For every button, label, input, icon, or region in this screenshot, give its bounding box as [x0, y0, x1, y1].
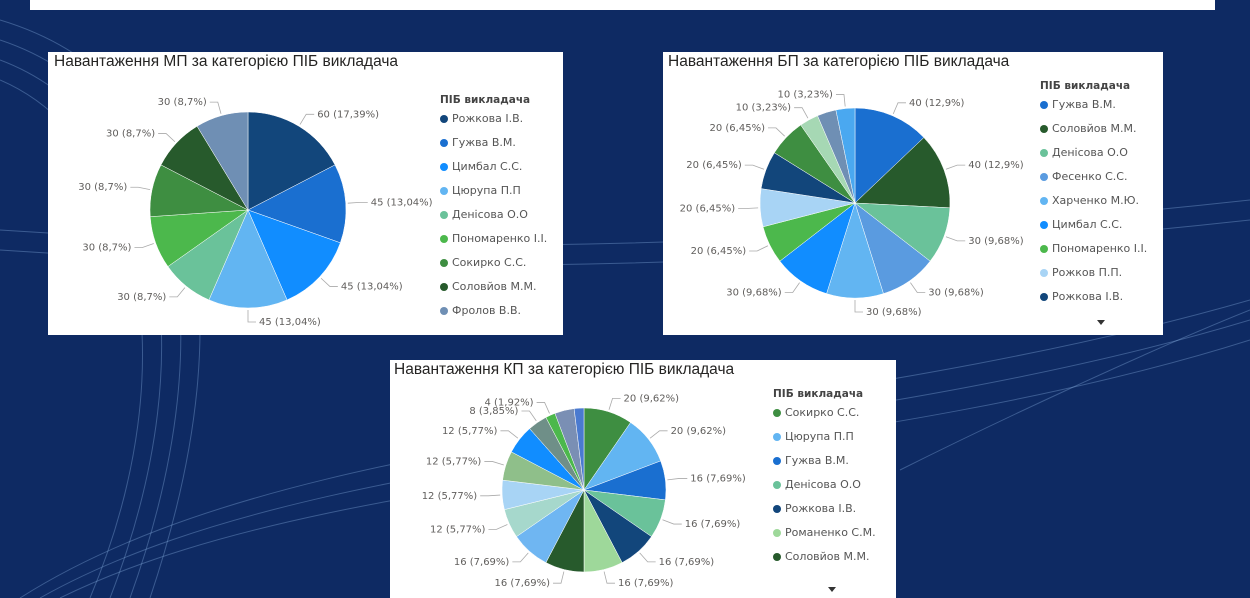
- legend-item[interactable]: Соловйов М.М.: [785, 550, 870, 563]
- legend-item[interactable]: Соловйов М.М.: [1052, 122, 1137, 135]
- legend-item[interactable]: Харченко М.Ю.: [1052, 194, 1139, 207]
- dashboard: Навантаження МП за категорією ПІБ виклад…: [0, 0, 1250, 598]
- legend-item[interactable]: Фролов В.В.: [452, 304, 521, 317]
- legend-marker[interactable]: [440, 307, 448, 315]
- legend-marker[interactable]: [1040, 125, 1048, 133]
- legend-item[interactable]: Цюрупа П.П: [452, 184, 521, 197]
- legend-item[interactable]: Рожкова І.В.: [1052, 290, 1123, 303]
- data-label: 60 (17,39%): [317, 109, 379, 120]
- data-label: 16 (7,69%): [685, 519, 741, 530]
- legend-marker[interactable]: [440, 283, 448, 291]
- data-label: 16 (7,69%): [495, 578, 551, 589]
- data-label: 16 (7,69%): [618, 578, 674, 589]
- legend-marker[interactable]: [773, 433, 781, 441]
- data-label: 10 (3,23%): [736, 103, 792, 114]
- data-label: 40 (12,9%): [968, 160, 1024, 171]
- legend-item[interactable]: Цюрупа П.П: [785, 430, 854, 443]
- legend-item[interactable]: Денісова О.О: [1052, 146, 1128, 159]
- data-label: 45 (13,04%): [371, 197, 433, 208]
- data-label: 20 (6,45%): [680, 204, 736, 215]
- legend-marker[interactable]: [1040, 197, 1048, 205]
- chart-title: Навантаження КП за категорією ПІБ виклад…: [394, 361, 735, 378]
- legend-item[interactable]: Пономаренко І.І.: [1052, 242, 1147, 255]
- data-label: 30 (9,68%): [866, 307, 922, 318]
- legend-item[interactable]: Фесенко С.С.: [1052, 170, 1127, 183]
- data-label: 20 (6,45%): [710, 123, 766, 134]
- legend-item[interactable]: Романенко С.М.: [785, 526, 876, 539]
- legend-title: ПІБ викладача: [440, 94, 530, 106]
- legend-item[interactable]: Цимбал С.С.: [452, 160, 522, 173]
- data-label: 16 (7,69%): [454, 557, 510, 568]
- legend-marker[interactable]: [440, 187, 448, 195]
- data-label: 12 (5,77%): [430, 524, 486, 535]
- data-label: 16 (7,69%): [690, 473, 746, 484]
- legend-marker[interactable]: [440, 139, 448, 147]
- data-label: 20 (9,62%): [671, 426, 727, 437]
- data-label: 20 (6,45%): [691, 246, 747, 257]
- legend-item[interactable]: Гужва В.М.: [1052, 98, 1116, 111]
- chart-title: Навантаження МП за категорією ПІБ виклад…: [54, 53, 398, 70]
- legend-marker[interactable]: [1040, 269, 1048, 277]
- legend-item[interactable]: Гужва В.М.: [452, 136, 516, 149]
- legend-marker[interactable]: [1040, 245, 1048, 253]
- data-label: 30 (9,68%): [928, 287, 984, 298]
- legend-item[interactable]: Денісова О.О: [452, 208, 528, 221]
- legend-item[interactable]: Сокирко С.С.: [452, 256, 526, 269]
- top-bar: [30, 0, 1215, 10]
- legend-marker[interactable]: [773, 481, 781, 489]
- legend-item[interactable]: Рожкова І.В.: [785, 502, 856, 515]
- data-label: 16 (7,69%): [659, 557, 715, 568]
- legend-marker[interactable]: [440, 259, 448, 267]
- legend-marker[interactable]: [440, 235, 448, 243]
- legend-marker[interactable]: [773, 553, 781, 561]
- legend-item[interactable]: Цимбал С.С.: [1052, 218, 1122, 231]
- legend-item[interactable]: Сокирко С.С.: [785, 406, 859, 419]
- data-label: 12 (5,77%): [426, 456, 482, 467]
- data-label: 40 (12,9%): [909, 98, 965, 109]
- data-label: 45 (13,04%): [341, 281, 403, 292]
- legend-item[interactable]: Денісова О.О: [785, 478, 861, 491]
- legend-marker[interactable]: [773, 457, 781, 465]
- legend-marker[interactable]: [773, 505, 781, 513]
- data-label: 30 (8,7%): [158, 97, 207, 108]
- legend-marker[interactable]: [1040, 101, 1048, 109]
- legend-item[interactable]: Пономаренко І.І.: [452, 232, 547, 245]
- legend-marker[interactable]: [1040, 221, 1048, 229]
- data-label: 45 (13,04%): [259, 317, 321, 328]
- data-label: 30 (9,68%): [726, 287, 782, 298]
- data-label: 4 (1,92%): [484, 397, 533, 408]
- data-label: 20 (6,45%): [686, 160, 742, 171]
- legend-item[interactable]: Рожков П.П.: [1052, 266, 1122, 279]
- legend-marker[interactable]: [773, 409, 781, 417]
- data-label: 30 (8,7%): [78, 182, 127, 193]
- legend-marker[interactable]: [440, 163, 448, 171]
- legend-marker[interactable]: [1040, 149, 1048, 157]
- chart-title: Навантаження БП за категорією ПІБ виклад…: [668, 53, 1010, 70]
- legend-marker[interactable]: [773, 529, 781, 537]
- data-label: 20 (9,62%): [624, 393, 680, 404]
- data-label: 12 (5,77%): [442, 426, 498, 437]
- data-label: 12 (5,77%): [422, 491, 478, 502]
- legend-marker[interactable]: [440, 115, 448, 123]
- data-label: 30 (9,68%): [968, 236, 1024, 247]
- data-label: 30 (8,7%): [117, 292, 166, 303]
- legend-marker[interactable]: [1040, 293, 1048, 301]
- legend-title: ПІБ викладача: [773, 388, 863, 400]
- legend-item[interactable]: Гужва В.М.: [785, 454, 849, 467]
- data-label: 10 (3,23%): [777, 90, 833, 101]
- legend-marker[interactable]: [440, 211, 448, 219]
- legend-item[interactable]: Рожкова І.В.: [452, 112, 523, 125]
- legend-item[interactable]: Соловйов М.М.: [452, 280, 537, 293]
- data-label: 30 (8,7%): [106, 129, 155, 140]
- legend-marker[interactable]: [1040, 173, 1048, 181]
- data-label: 30 (8,7%): [82, 243, 131, 254]
- legend-title: ПІБ викладача: [1040, 80, 1130, 92]
